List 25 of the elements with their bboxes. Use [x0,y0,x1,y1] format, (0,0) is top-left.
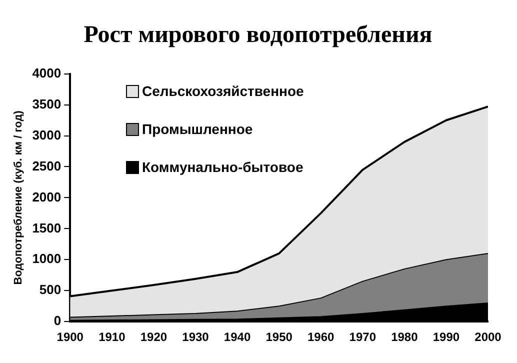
y-tick-label: 3000 [32,127,62,142]
y-tick-label: 1000 [32,251,62,266]
y-tick-label: 3500 [32,96,62,112]
x-tick-label: 1920 [140,330,168,344]
y-tick-label: 2500 [32,158,62,174]
x-tick-label: 2000 [474,330,502,344]
y-tick-label: 4000 [32,65,62,80]
y-tick-label: 500 [39,282,62,298]
legend-label: Промышленное [142,121,253,137]
legend-label: Коммунально-бытовое [142,159,304,175]
x-tick-label: 1990 [432,330,460,344]
y-axis-title: Водопотребление (куб. км / год) [12,110,25,285]
y-tick-label: 2000 [32,189,62,204]
x-tick-label: 1980 [391,330,418,344]
x-tick-label: 1960 [307,330,335,344]
x-tick-label: 1900 [56,330,84,344]
y-tick-label: 0 [54,313,62,328]
x-tick-label: 1970 [349,330,376,344]
x-tick-label: 1950 [266,330,293,344]
x-tick-label: 1930 [182,330,210,344]
y-tick-label: 1500 [32,220,62,236]
x-tick-label: 1940 [224,330,251,344]
legend-label: Сельскохозяйственное [142,83,304,99]
chart-title: Рост мирового водопотребления [82,22,434,49]
x-tick-label: 1910 [98,330,126,344]
